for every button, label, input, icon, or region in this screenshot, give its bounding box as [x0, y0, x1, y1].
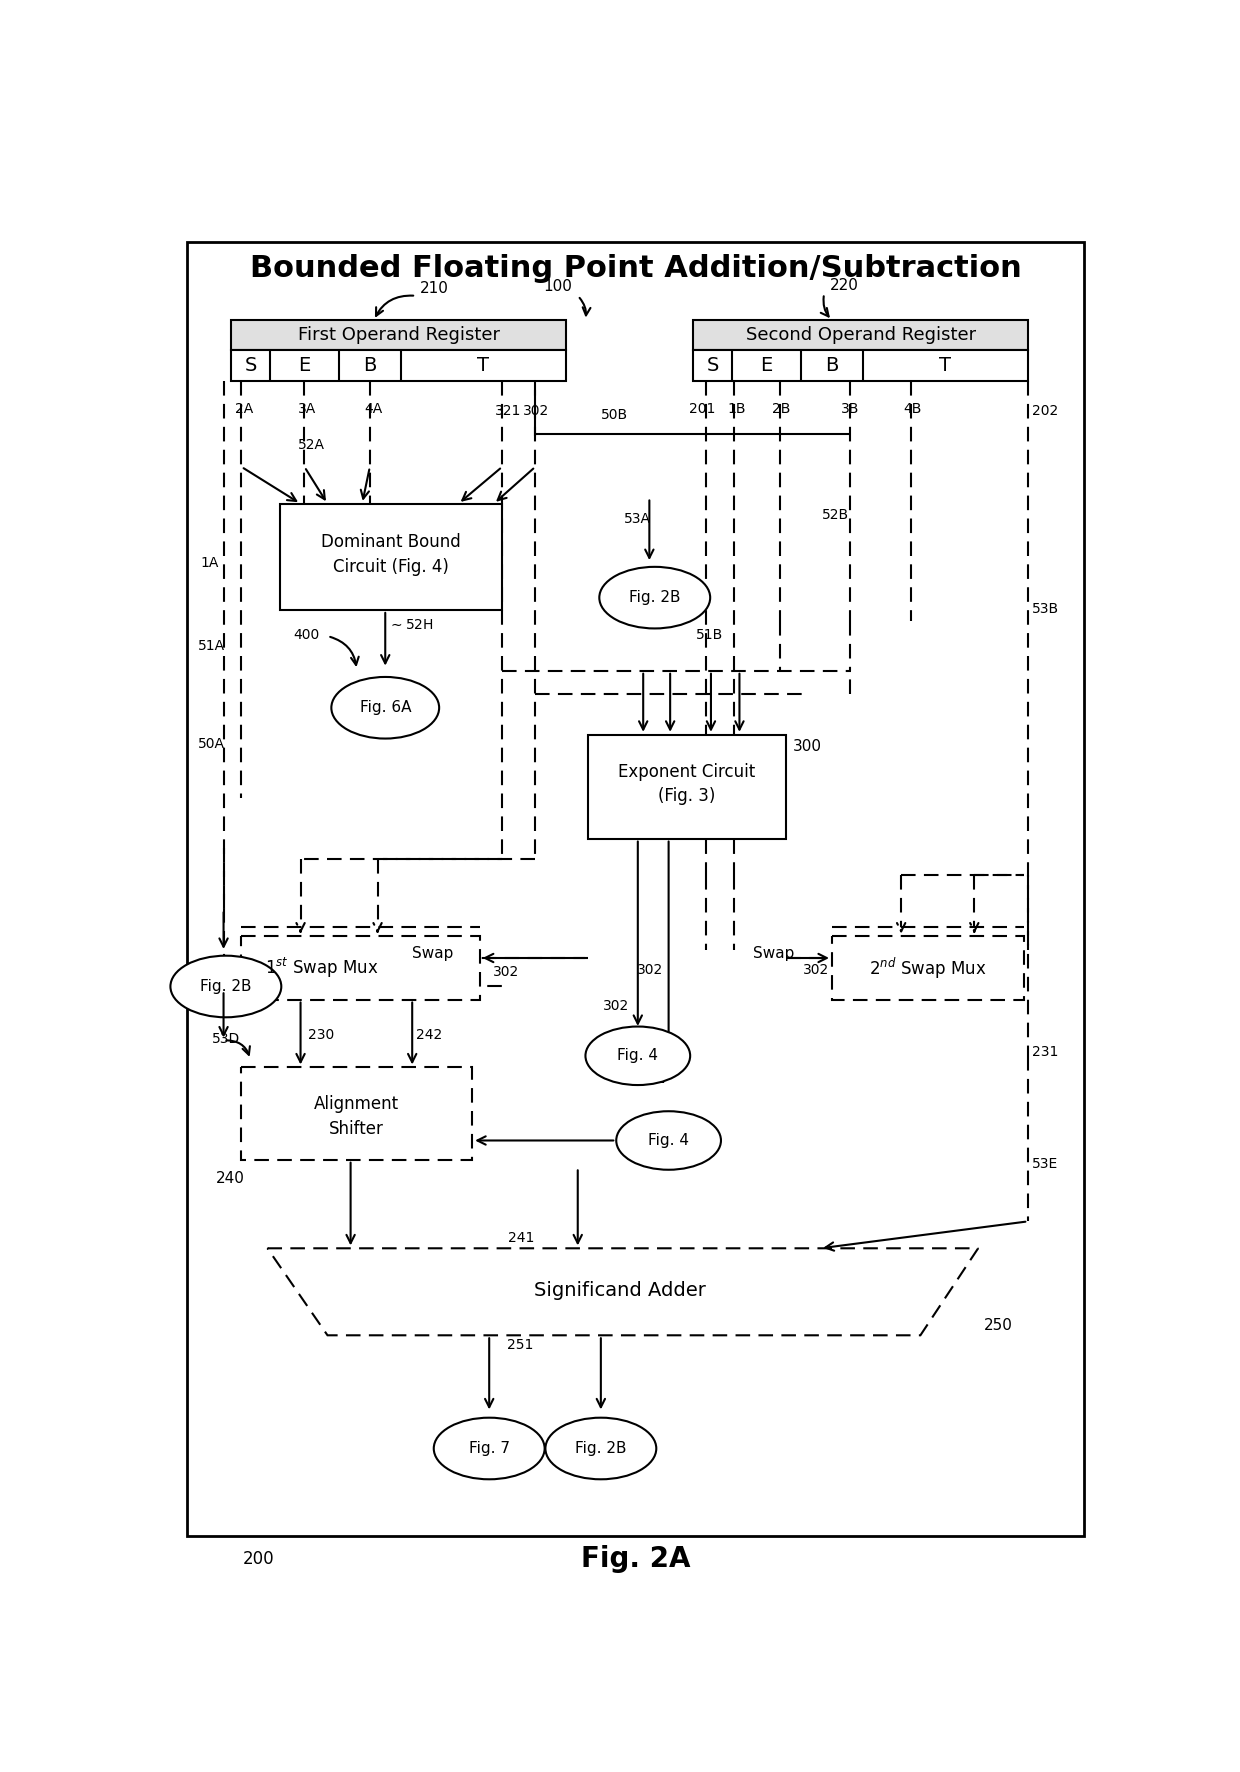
Ellipse shape	[546, 1418, 656, 1480]
Text: Fig. 4: Fig. 4	[618, 1049, 658, 1063]
Text: 3B: 3B	[841, 402, 859, 416]
Text: 1A: 1A	[201, 556, 218, 571]
Text: 51A: 51A	[198, 640, 226, 654]
Text: S: S	[244, 356, 257, 374]
Text: Swap: Swap	[753, 946, 794, 960]
Text: T: T	[940, 356, 951, 374]
Text: 202: 202	[1032, 404, 1058, 418]
Text: B: B	[363, 356, 377, 374]
Text: 1B: 1B	[728, 402, 746, 416]
Text: Fig. 6A: Fig. 6A	[360, 700, 410, 716]
Text: 1$^{st}$ Swap Mux: 1$^{st}$ Swap Mux	[265, 955, 379, 980]
Ellipse shape	[331, 677, 439, 739]
Text: 4A: 4A	[365, 402, 383, 416]
Text: 53A: 53A	[624, 512, 651, 526]
Text: 210: 210	[420, 280, 449, 296]
Text: Fig. 4: Fig. 4	[649, 1132, 689, 1148]
Text: B: B	[825, 356, 838, 374]
Polygon shape	[693, 349, 1028, 381]
Text: Shifter: Shifter	[330, 1120, 384, 1138]
Text: Fig. 7: Fig. 7	[469, 1441, 510, 1457]
Text: $\sim$52H: $\sim$52H	[388, 618, 433, 631]
Ellipse shape	[616, 1111, 720, 1170]
Ellipse shape	[170, 955, 281, 1017]
Polygon shape	[231, 321, 567, 349]
Polygon shape	[268, 1247, 978, 1336]
Text: 2B: 2B	[771, 402, 790, 416]
Text: 52A: 52A	[299, 438, 325, 452]
Polygon shape	[588, 735, 786, 838]
Text: 53B: 53B	[1032, 602, 1059, 617]
Text: 302: 302	[804, 964, 830, 978]
Text: Fig. 2A: Fig. 2A	[580, 1545, 691, 1572]
Text: Bounded Floating Point Addition/Subtraction: Bounded Floating Point Addition/Subtract…	[249, 253, 1022, 282]
Text: 220: 220	[830, 278, 858, 294]
Text: First Operand Register: First Operand Register	[298, 326, 500, 344]
Text: 321: 321	[640, 1072, 666, 1086]
Polygon shape	[832, 936, 1024, 999]
Text: 231: 231	[1032, 1045, 1059, 1060]
Ellipse shape	[585, 1026, 691, 1084]
Polygon shape	[693, 321, 1028, 349]
Text: 53E: 53E	[1032, 1157, 1058, 1171]
Text: Alignment: Alignment	[314, 1095, 399, 1113]
Polygon shape	[242, 936, 480, 999]
Ellipse shape	[434, 1418, 544, 1480]
Text: Circuit (Fig. 4): Circuit (Fig. 4)	[332, 558, 449, 576]
Text: 51B: 51B	[696, 627, 723, 641]
Text: E: E	[760, 356, 773, 374]
Polygon shape	[231, 349, 567, 381]
Text: Dominant Bound: Dominant Bound	[321, 533, 460, 551]
Text: 400: 400	[293, 627, 319, 641]
Text: Fig. 2B: Fig. 2B	[575, 1441, 626, 1457]
Text: (Fig. 3): (Fig. 3)	[658, 787, 715, 804]
Text: 4B: 4B	[904, 402, 921, 416]
Text: S: S	[707, 356, 719, 374]
Text: Significand Adder: Significand Adder	[534, 1281, 706, 1301]
Text: Exponent Circuit: Exponent Circuit	[619, 762, 755, 781]
Polygon shape	[280, 503, 501, 610]
Text: 241: 241	[508, 1232, 534, 1246]
Text: 242: 242	[417, 1028, 443, 1042]
Text: 201: 201	[689, 402, 715, 416]
Text: 302: 302	[637, 964, 663, 978]
Text: 321: 321	[495, 404, 521, 418]
Text: E: E	[299, 356, 310, 374]
Text: 302: 302	[523, 404, 549, 418]
Text: 250: 250	[983, 1318, 1012, 1333]
Text: 50B: 50B	[601, 408, 627, 422]
Text: 240: 240	[216, 1171, 244, 1187]
Text: 100: 100	[543, 278, 572, 294]
Polygon shape	[187, 243, 1084, 1536]
Text: 300: 300	[792, 739, 822, 753]
Polygon shape	[242, 1067, 472, 1159]
Text: Swap: Swap	[412, 946, 454, 960]
Ellipse shape	[599, 567, 711, 629]
Text: 251: 251	[507, 1338, 533, 1352]
Text: 2A: 2A	[236, 402, 253, 416]
Text: 302: 302	[494, 966, 520, 978]
Text: 200: 200	[243, 1549, 274, 1568]
Text: 2$^{nd}$ Swap Mux: 2$^{nd}$ Swap Mux	[869, 955, 987, 980]
Text: 53D: 53D	[212, 1031, 241, 1045]
Text: T: T	[477, 356, 490, 374]
Text: 52B: 52B	[822, 509, 849, 523]
Text: 302: 302	[603, 999, 630, 1014]
Text: 50A: 50A	[198, 737, 226, 751]
Text: Second Operand Register: Second Operand Register	[745, 326, 976, 344]
Text: 3A: 3A	[299, 402, 316, 416]
Text: Fig. 2B: Fig. 2B	[629, 590, 681, 606]
Text: 230: 230	[309, 1028, 335, 1042]
Text: Fig. 2B: Fig. 2B	[200, 978, 252, 994]
